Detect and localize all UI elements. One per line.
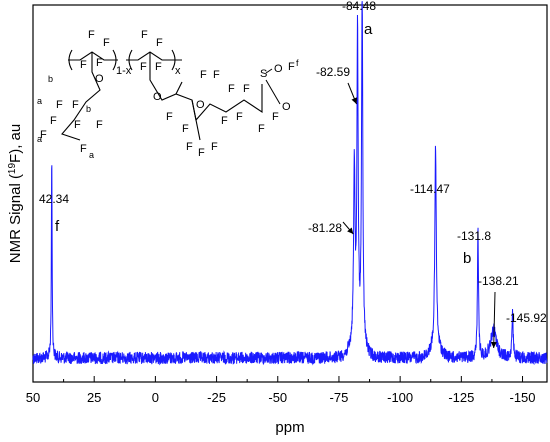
x-tick-label: -100 [387, 390, 413, 405]
peak-assignment-letter: f [55, 218, 60, 235]
side-chain-1 [61, 52, 101, 141]
peak-label: -131.8 [457, 229, 491, 243]
structure-site-label: b [48, 74, 53, 84]
x-tick-label: -150 [510, 390, 536, 405]
structure-atom-label: F [96, 119, 103, 131]
structure-atom-label: F [200, 69, 207, 81]
structure-atom-label: F [72, 99, 79, 111]
x-tick-label: -50 [268, 390, 287, 405]
structure-atom-label: F [182, 123, 189, 135]
structure-atom-label: F [141, 29, 148, 41]
structure-atom-label: F [103, 37, 110, 49]
structure-atom-label: F [140, 61, 147, 73]
plot-frame [32, 4, 548, 383]
cf3-branch [191, 99, 201, 141]
structure-atom-label: F [80, 143, 87, 155]
structure-atom-label: F [213, 69, 220, 81]
peak-assignment-letter: a [364, 21, 373, 38]
spectrum-line [32, 1, 548, 366]
structure-atom-label: F [221, 115, 228, 127]
structure-atom-label: F [96, 57, 103, 69]
structure-atom-label: F [211, 141, 218, 153]
structure-atom-label: F [50, 115, 57, 127]
x-tick-label: 25 [87, 390, 101, 405]
structure-atom-label: O [95, 73, 104, 85]
chemical-structure [61, 49, 263, 141]
structure-atom-label: F [166, 111, 173, 123]
peak-arrowhead [490, 341, 497, 348]
x-axis-ticks: 50 25 0 -25 -50 -75 -100 -125 -150 [26, 376, 536, 405]
structure-atom-label: F [155, 61, 162, 73]
peak-arrow [493, 291, 496, 349]
x-tick-label: -25 [207, 390, 226, 405]
structure-atom-label: F [236, 111, 243, 123]
structure-atom-label: F [272, 111, 279, 123]
structure-site-label: f [296, 58, 299, 68]
structure-site-label: 1-x [116, 65, 132, 77]
peak-arrowhead [351, 97, 358, 104]
structure-atom-label: F [156, 37, 163, 49]
peak-label: -81.28 [308, 221, 342, 235]
backbone-bond-1 [68, 51, 118, 61]
plot-border [32, 4, 548, 383]
structure-atom-label: O [274, 63, 283, 75]
y-axis-title: NMR Signal (19F), au [7, 124, 25, 264]
x-tick-label: -75 [330, 390, 349, 405]
structure-atom-label: F [258, 123, 265, 135]
x-tick-label: -125 [448, 390, 474, 405]
peak-arrowhead [347, 227, 354, 234]
structure-atom-label: F [186, 141, 193, 153]
structure-site-label: a [37, 96, 42, 106]
structure-atom-label: O [196, 99, 205, 111]
peak-annotations: 42.34 -81.28 -82.59 -84.48 -114.47 -131.8 -138… [39, 0, 547, 349]
structure-atom-label: O [153, 91, 162, 103]
peak-label: -82.59 [316, 65, 350, 79]
structure-site-label: b [86, 104, 91, 114]
x-tick-label: 50 [26, 390, 40, 405]
structure-atom-label: F [56, 99, 63, 111]
side-branch [175, 81, 183, 95]
structure-site-label: a [89, 150, 94, 160]
structure-atom-label: F [80, 59, 87, 71]
structure-atom-label: F [243, 83, 250, 95]
peak-assignment-letter: b [463, 250, 471, 267]
structure-atom-label: F [74, 119, 81, 131]
peak-label: 42.34 [39, 192, 69, 206]
structure-atom-label: O [282, 101, 291, 113]
structure-atom-label: F [288, 61, 295, 73]
double-bond [265, 68, 273, 74]
structure-site-label: x [175, 65, 181, 77]
x-tick-label: 0 [152, 390, 159, 405]
structure-atom-label: F [228, 83, 235, 95]
structure-atom-label: F [88, 29, 95, 41]
double-bond [265, 79, 281, 105]
peak-label: -114.47 [410, 182, 450, 196]
structure-atom-label: F [40, 129, 47, 141]
structure-atom-label: S [260, 68, 267, 80]
peak-label: -84.48 [342, 0, 376, 13]
structure-site-label: a [37, 134, 42, 144]
peak-label: -145.92 [506, 311, 547, 325]
structure-atom-label: F [198, 147, 205, 159]
peak-label: -138.21 [478, 274, 519, 288]
x-axis-title: ppm [275, 419, 304, 436]
